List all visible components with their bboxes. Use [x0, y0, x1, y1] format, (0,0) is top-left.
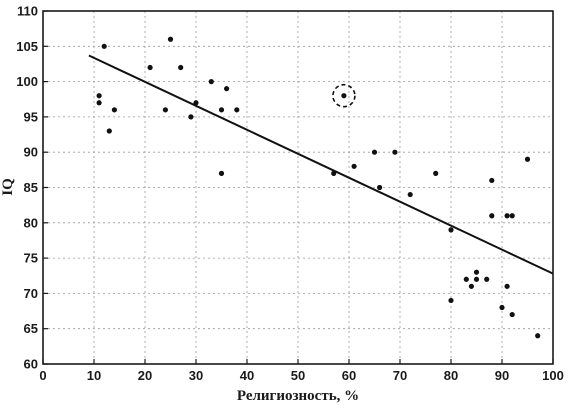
data-points	[96, 36, 541, 339]
data-point	[162, 107, 168, 113]
data-point	[489, 213, 495, 219]
x-tick-label: 90	[495, 368, 509, 383]
y-tick-label: 100	[16, 74, 38, 89]
data-point	[96, 93, 102, 99]
data-point	[473, 276, 480, 282]
y-tick-label: 105	[16, 39, 38, 54]
x-tick-label: 30	[189, 368, 203, 383]
highlight-circle	[332, 83, 356, 108]
data-point	[433, 170, 439, 176]
data-point	[147, 64, 153, 71]
x-tick-label: 60	[342, 368, 356, 383]
data-point	[111, 107, 117, 113]
data-point	[208, 79, 214, 85]
data-point	[193, 100, 199, 106]
data-point	[331, 170, 337, 176]
axis-ticks: 0 10 20 30 40 50 60 70 80 90 100 60 65 70 75 80 85 90 95 10…	[16, 4, 564, 384]
y-tick-label: 90	[24, 145, 38, 160]
y-tick-label: 65	[24, 321, 38, 336]
x-tick-label: 70	[393, 368, 407, 383]
data-point	[371, 149, 378, 155]
y-tick-label: 60	[24, 357, 38, 372]
data-point	[489, 177, 495, 184]
data-point	[468, 283, 474, 289]
data-point	[96, 100, 102, 106]
x-tick-label: 40	[240, 368, 254, 383]
data-point	[504, 283, 510, 289]
y-tick-label: 75	[24, 251, 38, 266]
data-point	[392, 149, 398, 155]
data-point	[509, 311, 515, 318]
highlight-group	[332, 83, 356, 108]
data-point	[499, 304, 505, 311]
y-tick-label: 85	[24, 180, 38, 195]
data-point	[407, 191, 413, 198]
data-point	[341, 93, 347, 99]
y-tick-label: 95	[24, 109, 38, 124]
data-point	[463, 276, 469, 282]
data-point	[188, 114, 194, 120]
x-tick-label: 20	[138, 368, 152, 383]
x-tick-label: 80	[444, 368, 458, 383]
data-point	[377, 184, 383, 191]
x-tick-label: 50	[291, 368, 305, 383]
data-point	[484, 276, 490, 282]
grid	[43, 11, 553, 364]
trendline	[88, 54, 554, 275]
data-point	[167, 36, 174, 42]
data-point	[101, 43, 107, 49]
y-tick-label: 70	[24, 286, 38, 301]
trendline-group	[88, 54, 554, 275]
x-axis-label: Религиозность, %	[237, 388, 359, 404]
plot-frame	[42, 10, 554, 365]
data-point	[448, 297, 454, 304]
data-point	[448, 227, 454, 233]
x-tick-label: 10	[87, 368, 101, 383]
data-point	[234, 107, 240, 113]
y-tick-label: 80	[24, 215, 38, 230]
data-point	[535, 333, 541, 339]
data-point	[178, 64, 184, 71]
data-point	[524, 156, 531, 162]
data-point	[504, 213, 510, 219]
data-point	[218, 170, 225, 176]
y-tick-label: 110	[17, 4, 38, 19]
x-tick-label: 100	[542, 368, 564, 383]
data-point	[509, 213, 515, 219]
y-axis-label: IQ	[0, 178, 16, 196]
data-point	[224, 86, 230, 92]
x-tick-label: 0	[39, 368, 46, 383]
data-point	[106, 128, 112, 134]
data-point	[218, 107, 225, 113]
data-point	[351, 163, 357, 169]
data-point	[473, 269, 480, 275]
